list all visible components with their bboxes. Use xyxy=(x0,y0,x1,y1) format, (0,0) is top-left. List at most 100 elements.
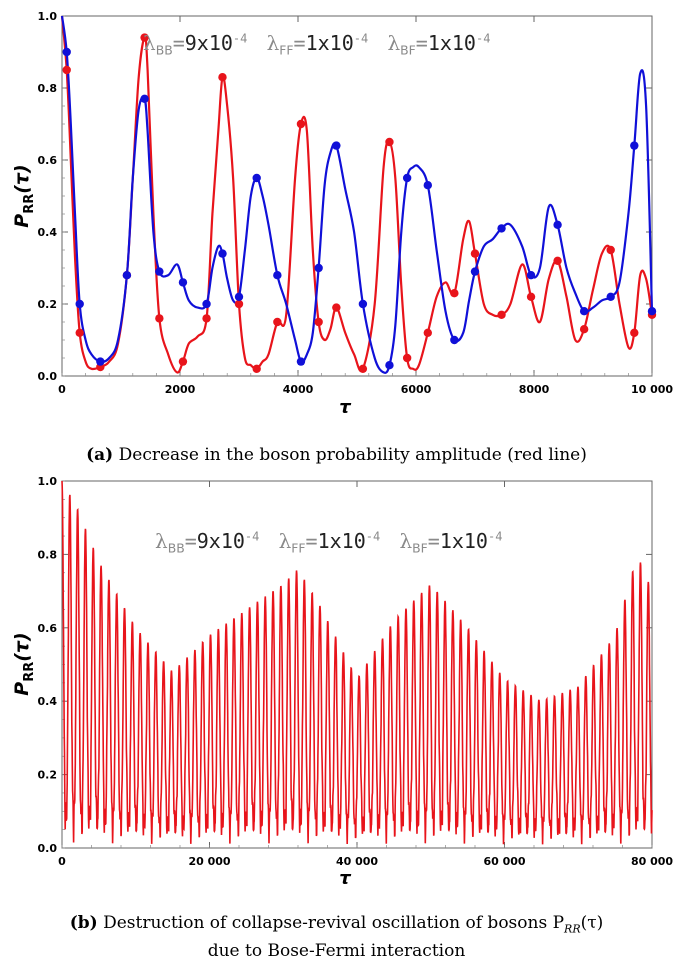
parameter-annotation-a: λBB=9x10-4 λFF=1x10-4 λBF=1x10-4 xyxy=(143,31,490,57)
data-point-red xyxy=(527,293,535,301)
data-point-blue xyxy=(76,300,84,308)
caption-a: (a) Decrease in the boson probability am… xyxy=(0,444,673,466)
data-point-blue xyxy=(403,174,411,182)
x-axis-label-a: τ xyxy=(339,397,351,418)
series-group-a xyxy=(62,16,656,373)
lambda-annotation: λBB=9x10-4 λFF=1x10-4 λBF=1x10-4 xyxy=(143,31,490,57)
data-point-blue xyxy=(332,141,340,149)
data-point-red xyxy=(630,329,638,337)
data-point-red xyxy=(235,300,243,308)
parameter-annotation-b: λBB=9x10-4 λFF=1x10-4 λBF=1x10-4 xyxy=(155,529,502,555)
data-point-blue xyxy=(580,307,588,315)
x-tick-label: 4000 xyxy=(283,383,314,396)
x-tick-label: 40 000 xyxy=(336,855,378,868)
caption-b: (b) Destruction of collapse-revival osci… xyxy=(0,912,673,962)
data-point-blue xyxy=(235,293,243,301)
data-point-red xyxy=(76,329,84,337)
y-tick-label: 0.2 xyxy=(38,298,58,311)
data-point-blue xyxy=(450,336,458,344)
y-tick-label: 0.4 xyxy=(38,695,58,708)
data-point-blue xyxy=(359,300,367,308)
data-point-blue xyxy=(218,249,226,257)
data-point-red xyxy=(403,354,411,362)
svg-text:PRR(τ): PRR(τ) xyxy=(11,164,37,227)
chart-panel-a: 0 2000 4000 6000 8000 10 000 0.0 0.2 0.4 0.6 0.8 1.… xyxy=(11,10,673,418)
y-tick-label: 1.0 xyxy=(38,10,58,23)
x-tick-label: 2000 xyxy=(165,383,196,396)
y-tick-label: 0.4 xyxy=(38,226,58,239)
data-point-red xyxy=(471,249,479,257)
data-point-blue xyxy=(123,271,131,279)
y-tick-label: 0.6 xyxy=(38,622,58,635)
y-axis-label-a: PRR(τ) xyxy=(11,164,37,227)
data-point-blue xyxy=(155,267,163,275)
caption-b-sub: RR xyxy=(564,922,581,935)
data-point-blue xyxy=(140,95,148,103)
svg-text:PRR(τ): PRR(τ) xyxy=(11,632,37,695)
data-point-red xyxy=(607,246,615,254)
data-point-blue xyxy=(253,174,261,182)
data-point-red xyxy=(63,66,71,74)
x-tick-label: 6000 xyxy=(401,383,432,396)
data-point-blue xyxy=(630,141,638,149)
caption-b-label: (b) xyxy=(70,913,98,933)
x-axis-label-b: τ xyxy=(339,868,351,889)
caption-b-text: Destruction of collapse-revival oscillat… xyxy=(103,913,564,933)
axis-ticks-a: 0 2000 4000 6000 8000 10 000 0.0 0.2 0.4 0.6 0.8 1.… xyxy=(38,10,673,396)
data-point-red xyxy=(385,138,393,146)
y-tick-label: 1.0 xyxy=(38,475,58,488)
data-point-blue xyxy=(314,264,322,272)
data-point-blue xyxy=(96,357,104,365)
x-tick-label: 60 000 xyxy=(483,855,525,868)
y-tick-label: 0.2 xyxy=(38,769,58,782)
data-point-red xyxy=(580,325,588,333)
data-point-red xyxy=(179,357,187,365)
data-point-red xyxy=(450,289,458,297)
caption-b-text-line2: due to Bose-Fermi interaction xyxy=(208,941,466,961)
data-point-blue xyxy=(648,307,656,315)
x-tick-label: 8000 xyxy=(519,383,550,396)
data-point-red xyxy=(253,365,261,373)
x-tick-label: 0 xyxy=(58,383,66,396)
data-point-red xyxy=(424,329,432,337)
data-point-red xyxy=(155,314,163,322)
caption-a-text: Decrease in the boson probability amplit… xyxy=(119,445,587,465)
data-point-blue xyxy=(273,271,281,279)
data-point-blue xyxy=(553,221,561,229)
data-point-blue xyxy=(385,361,393,369)
data-point-red xyxy=(218,73,226,81)
data-point-red xyxy=(359,365,367,373)
x-tick-label: 10 000 xyxy=(631,383,673,396)
data-point-blue xyxy=(297,357,305,365)
x-tick-label: 80 000 xyxy=(631,855,673,868)
caption-b-tail: (τ) xyxy=(581,913,604,933)
y-tick-label: 0.8 xyxy=(38,548,58,561)
data-point-blue xyxy=(607,293,615,301)
data-point-blue xyxy=(424,181,432,189)
x-tick-label: 0 xyxy=(58,855,66,868)
y-tick-label: 0.8 xyxy=(38,82,58,95)
data-point-blue xyxy=(202,300,210,308)
y-tick-label: 0.0 xyxy=(38,842,58,855)
x-tick-label: 20 000 xyxy=(188,855,230,868)
data-point-red xyxy=(273,318,281,326)
data-point-blue xyxy=(471,267,479,275)
data-point-blue xyxy=(63,48,71,56)
data-point-blue xyxy=(179,278,187,286)
caption-a-label: (a) xyxy=(86,445,113,465)
data-point-red xyxy=(314,318,322,326)
data-point-red xyxy=(332,303,340,311)
data-point-red xyxy=(202,314,210,322)
chart-panel-b: 0 20 000 40 000 60 000 80 000 0.0 0.2 0.4 0.6 0.8… xyxy=(11,475,673,889)
data-point-red xyxy=(497,311,505,319)
y-tick-label: 0.0 xyxy=(38,370,58,383)
y-axis-label-b: PRR(τ) xyxy=(11,632,37,695)
data-point-red xyxy=(297,120,305,128)
data-point-blue xyxy=(527,271,535,279)
data-point-blue xyxy=(497,224,505,232)
data-point-red xyxy=(553,257,561,265)
y-tick-label: 0.6 xyxy=(38,154,58,167)
series-line-blue xyxy=(62,16,652,373)
lambda-annotation: λBB=9x10-4 λFF=1x10-4 λBF=1x10-4 xyxy=(155,529,502,555)
